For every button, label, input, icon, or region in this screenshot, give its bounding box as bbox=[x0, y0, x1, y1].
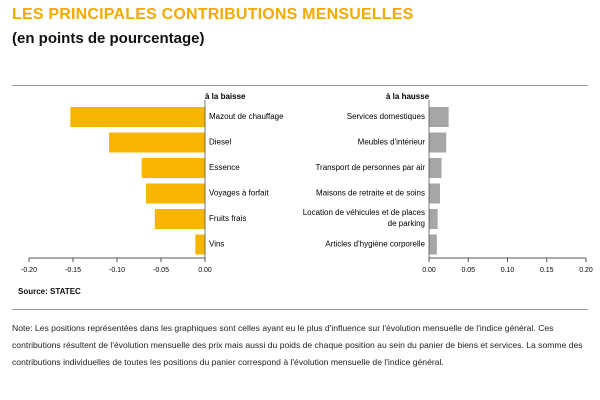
bar-baisse bbox=[154, 209, 205, 229]
chart-baisse-title: à la baisse bbox=[205, 92, 246, 101]
category-label-baisse: Essence bbox=[209, 163, 240, 172]
category-label-hausse: Meubles d'intérieur bbox=[358, 138, 426, 147]
bar-hausse bbox=[429, 234, 437, 255]
category-label-baisse: Fruits frais bbox=[209, 214, 246, 223]
note-divider bbox=[12, 309, 588, 310]
category-label-hausse: Maisons de retraite et de soins bbox=[316, 189, 425, 198]
bar-hausse bbox=[429, 183, 440, 204]
tick-label-hausse: 0.10 bbox=[501, 267, 515, 274]
top-divider bbox=[12, 85, 588, 86]
tick-label-hausse: 0.00 bbox=[422, 267, 436, 274]
chart-subtitle: (en points de pourcentage) bbox=[12, 30, 205, 47]
tick-label-hausse: 0.20 bbox=[579, 267, 593, 274]
tick-label-baisse: -0.15 bbox=[65, 267, 81, 274]
tick-label-hausse: 0.05 bbox=[461, 267, 475, 274]
bar-hausse bbox=[429, 132, 447, 153]
charts-area: à la baisse Mazout de chauffage Diesel Esse… bbox=[21, 92, 593, 274]
bar-baisse bbox=[109, 132, 205, 153]
chart-baisse: à la baisse Mazout de chauffage Diesel Esse… bbox=[21, 92, 284, 274]
tick-label-baisse: 0.00 bbox=[198, 267, 212, 274]
tick-label-baisse: -0.10 bbox=[109, 267, 125, 274]
bar-hausse bbox=[429, 209, 438, 229]
bar-baisse bbox=[146, 183, 205, 204]
category-label-hausse: Transport de personnes par air bbox=[315, 163, 425, 172]
category-label-hausse: de parking bbox=[388, 219, 425, 228]
bar-hausse bbox=[429, 107, 449, 127]
category-label-hausse: Articles d'hygiène corporelle bbox=[325, 240, 425, 249]
category-label-baisse: Voyages à forfait bbox=[209, 189, 269, 198]
chart-title: LES PRINCIPALES CONTRIBUTIONS MENSUELLES bbox=[12, 6, 414, 23]
category-label-hausse: Services domestiques bbox=[347, 112, 425, 121]
category-label-baisse: Diesel bbox=[209, 138, 231, 147]
tick-label-baisse: -0.20 bbox=[21, 267, 37, 274]
bar-baisse bbox=[141, 158, 205, 178]
tick-label-hausse: 0.15 bbox=[540, 267, 554, 274]
category-label-baisse: Mazout de chauffage bbox=[209, 112, 284, 121]
source-label: Source: STATEC bbox=[18, 287, 81, 296]
bar-baisse bbox=[195, 234, 205, 255]
bar-baisse bbox=[70, 107, 205, 127]
category-label-hausse: Location de véhicules et de places bbox=[303, 208, 425, 217]
bar-hausse bbox=[429, 158, 442, 178]
tick-label-baisse: -0.05 bbox=[153, 267, 169, 274]
chart-hausse: à la hausse Services domestiques Meubles d… bbox=[303, 92, 593, 274]
note-text: Note: Les positions représentées dans le… bbox=[12, 323, 583, 367]
chart-hausse-title: à la hausse bbox=[386, 92, 430, 101]
category-label-baisse: Vins bbox=[209, 240, 224, 249]
